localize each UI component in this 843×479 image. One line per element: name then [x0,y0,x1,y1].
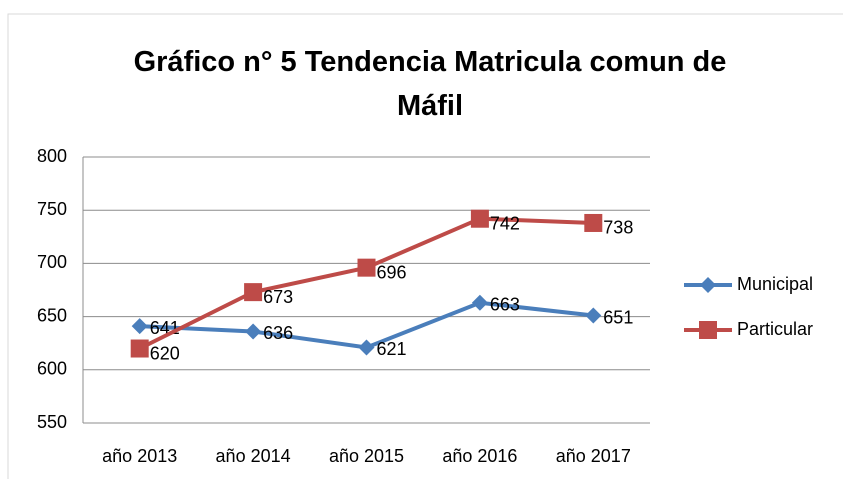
x-tick-label: año 2014 [216,446,291,466]
data-label: 651 [603,307,633,327]
x-tick-label: año 2016 [442,446,517,466]
data-label: 742 [490,213,520,233]
data-label: 636 [263,323,293,343]
y-tick-label: 550 [37,412,67,432]
marker [244,283,263,302]
y-tick-label: 800 [37,146,67,166]
chart-frame [7,13,843,479]
x-tick-label: año 2017 [556,446,631,466]
marker [471,294,488,311]
chart-title: Gráfico n° 5 Tendencia Matricula comun d… [133,46,727,122]
data-label: 673 [263,287,293,307]
x-tick-label: año 2013 [102,446,177,466]
y-tick-label: 600 [37,359,67,379]
marker [470,209,489,228]
marker [358,339,375,356]
marker [130,339,149,358]
x-tick-label: año 2015 [329,446,404,466]
marker [584,213,603,232]
marker [131,318,148,335]
data-label: 738 [603,218,633,238]
marker [245,323,262,340]
data-label: 621 [377,339,407,359]
marker [700,277,716,293]
data-label: 620 [150,343,180,363]
marker [585,307,602,324]
legend-label: Municipal [737,274,813,294]
data-label: 696 [377,262,407,282]
legend-label: Particular [737,319,813,339]
data-label: 663 [490,295,520,315]
y-tick-label: 700 [37,252,67,272]
marker [699,321,717,339]
y-tick-label: 650 [37,305,67,325]
y-tick-label: 750 [37,199,67,219]
marker [357,258,376,277]
